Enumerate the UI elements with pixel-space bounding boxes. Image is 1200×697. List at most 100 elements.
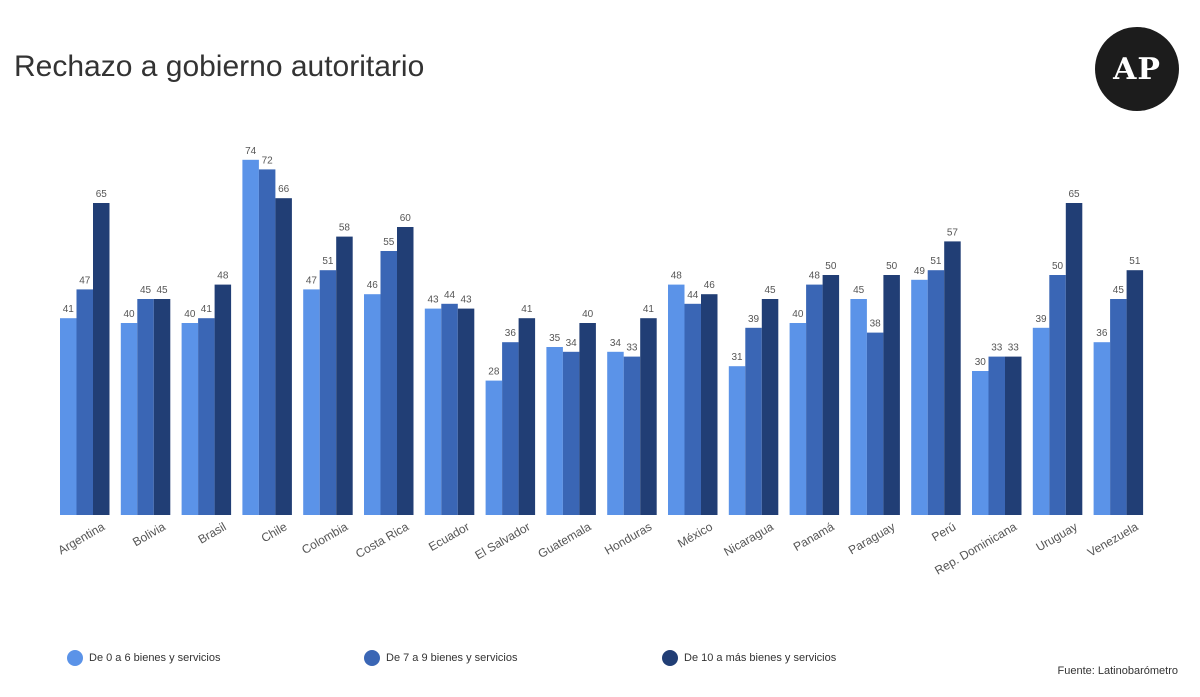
data-label: 51	[930, 256, 942, 267]
bar-el-salvador-s2	[502, 342, 519, 515]
data-label: 28	[488, 367, 500, 378]
bar-colombia-s1	[303, 289, 320, 515]
bar-nicaragua-s1	[728, 366, 746, 515]
category-label: Uruguay	[1034, 519, 1080, 554]
data-label: 65	[96, 189, 108, 200]
data-label: 46	[367, 280, 379, 291]
data-label: 51	[1129, 256, 1141, 267]
data-label: 39	[1035, 314, 1047, 325]
bar-brasil-s2	[198, 318, 215, 515]
bar-rep-dominicana-s1	[972, 371, 989, 515]
bar-m-xico-s1	[668, 284, 685, 515]
data-label: 33	[1008, 343, 1020, 354]
bar-colombia-s3	[336, 236, 353, 515]
category-label: Bolivia	[130, 519, 168, 549]
bar-nicaragua-s2	[745, 327, 762, 515]
category-label: Honduras	[602, 519, 654, 557]
bar-honduras-s3	[640, 318, 657, 515]
data-label: 40	[184, 309, 196, 320]
bar-venezuela-s1	[1093, 342, 1111, 515]
data-label: 45	[156, 285, 168, 296]
data-label: 57	[947, 227, 959, 238]
bar-nicaragua-s3	[761, 299, 779, 515]
legend-dot-icon	[662, 650, 678, 666]
data-label: 34	[610, 338, 622, 349]
data-label: 43	[427, 295, 439, 306]
bar-venezuela-s2	[1110, 299, 1127, 515]
bar-per--s2	[927, 270, 945, 515]
legend-label: De 10 a más bienes y servicios	[684, 652, 837, 664]
category-label: Chile	[259, 519, 290, 545]
data-label: 47	[306, 275, 318, 286]
category-label: El Salvador	[472, 519, 532, 562]
data-label: 33	[991, 343, 1003, 354]
legend-dot-icon	[67, 650, 83, 666]
data-label: 58	[339, 223, 351, 234]
data-label: 47	[79, 275, 91, 286]
bar-paraguay-s3	[883, 275, 900, 515]
data-label: 35	[549, 333, 561, 344]
data-label: 49	[914, 266, 926, 277]
data-label: 36	[1096, 328, 1108, 339]
category-label: Venezuela	[1085, 519, 1141, 559]
data-label: 50	[825, 261, 837, 272]
data-label: 55	[383, 237, 395, 248]
data-label: 48	[671, 271, 683, 282]
data-label: 36	[505, 328, 517, 339]
category-label: Brasil	[196, 519, 229, 546]
bar-argentina-s2	[76, 289, 93, 515]
bar-per--s1	[911, 279, 928, 515]
bar-rep-dominicana-s3	[1005, 356, 1022, 515]
bar-argentina-s3	[93, 203, 110, 515]
bar-brasil-s3	[214, 284, 232, 515]
data-label: 38	[870, 319, 882, 330]
chart-title: Rechazo a gobierno autoritario	[14, 50, 425, 83]
bar-bolivia-s2	[137, 299, 154, 515]
ap-logo: AP	[1095, 27, 1179, 111]
bar-guatemala-s2	[562, 351, 580, 515]
data-label: 60	[400, 213, 412, 224]
bar-ecuador-s1	[424, 308, 442, 515]
category-label: Ecuador	[426, 519, 472, 553]
bar-panam--s3	[822, 275, 840, 515]
bar-colombia-s2	[319, 270, 337, 515]
data-label: 33	[626, 343, 638, 354]
legend-dot-icon	[364, 650, 380, 666]
bar-chile-s1	[242, 159, 259, 516]
bar-chart: 41 47 65 Argentina 40 45 45 Bolivia 40 41 48 Brasil…	[56, 146, 1144, 578]
bar-bolivia-s3	[153, 299, 171, 515]
bar-el-salvador-s3	[518, 318, 536, 515]
data-label: 45	[1113, 285, 1125, 296]
bar-ecuador-s3	[457, 308, 475, 515]
bar-panam--s1	[789, 323, 807, 515]
bar-brasil-s1	[181, 323, 199, 515]
data-label: 41	[201, 304, 213, 315]
data-label: 39	[748, 314, 760, 325]
category-label: México	[675, 519, 715, 550]
data-label: 31	[731, 352, 743, 363]
bar-costa-rica-s3	[397, 227, 414, 515]
category-label: Colombia	[299, 519, 350, 557]
bar-uruguay-s1	[1032, 327, 1050, 515]
data-label: 65	[1068, 189, 1080, 200]
legend-label: De 7 a 9 bienes y servicios	[386, 652, 518, 664]
category-label: Guatemala	[536, 519, 594, 561]
bar-rep-dominicana-s2	[988, 356, 1005, 515]
bar-bolivia-s1	[120, 323, 138, 515]
bar-chile-s2	[258, 169, 276, 515]
data-label: 51	[322, 256, 334, 267]
data-label: 44	[687, 290, 699, 301]
data-label: 41	[643, 304, 655, 315]
bar-paraguay-s2	[866, 332, 884, 515]
bar-argentina-s1	[60, 318, 77, 515]
bar-paraguay-s1	[850, 299, 867, 515]
bar-guatemala-s1	[546, 347, 563, 515]
data-label: 72	[262, 155, 274, 166]
data-label: 40	[123, 309, 135, 320]
data-label: 40	[792, 309, 804, 320]
data-label: 41	[521, 304, 533, 315]
data-label: 50	[1052, 261, 1064, 272]
bar-m-xico-s3	[701, 294, 718, 515]
data-label: 48	[217, 271, 229, 282]
bar-honduras-s2	[623, 356, 641, 515]
